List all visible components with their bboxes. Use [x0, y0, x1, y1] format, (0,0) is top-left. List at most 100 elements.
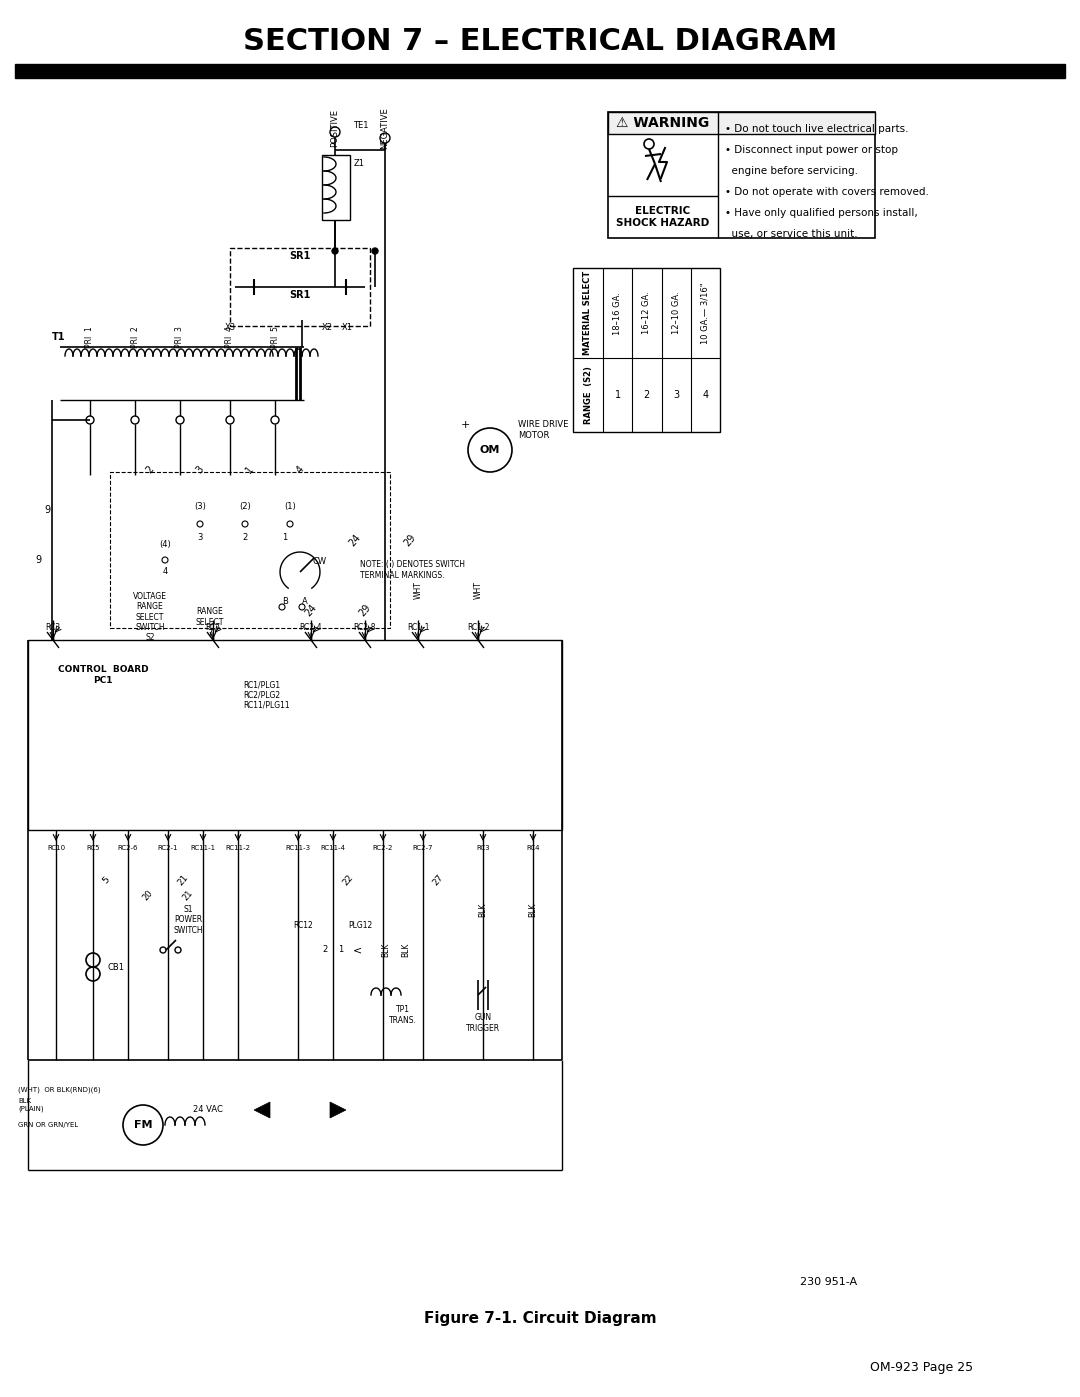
- Text: 5: 5: [102, 875, 111, 886]
- Text: 16–12 GA.: 16–12 GA.: [643, 292, 651, 334]
- Text: NEGATIVE: NEGATIVE: [380, 108, 390, 149]
- Text: • Have only qualified persons install,: • Have only qualified persons install,: [725, 208, 918, 218]
- Text: • Do not operate with covers removed.: • Do not operate with covers removed.: [725, 187, 929, 197]
- Text: 24: 24: [347, 532, 363, 548]
- Text: X1: X1: [341, 324, 352, 332]
- Text: WHT: WHT: [473, 581, 483, 599]
- Text: Z1: Z1: [354, 158, 365, 168]
- Text: <: <: [353, 944, 363, 956]
- Text: 29: 29: [402, 532, 418, 548]
- Text: CW: CW: [313, 557, 327, 567]
- Text: 9: 9: [35, 555, 41, 564]
- Bar: [608, 112, 875, 237]
- Text: RC2-8: RC2-8: [354, 623, 376, 633]
- Text: RC1/PLG1
RC2/PLG2
RC11/PLG11: RC1/PLG1 RC2/PLG2 RC11/PLG11: [243, 680, 289, 710]
- Text: BLK
(PLAIN): BLK (PLAIN): [18, 1098, 43, 1112]
- Text: 24: 24: [303, 602, 319, 617]
- Text: 9: 9: [44, 504, 50, 515]
- Text: 2: 2: [242, 532, 247, 542]
- Text: 2: 2: [144, 464, 156, 475]
- Text: 27: 27: [431, 873, 445, 887]
- Text: RC11-3: RC11-3: [285, 845, 311, 851]
- Text: 3: 3: [194, 464, 206, 475]
- Text: GUN
TRIGGER: GUN TRIGGER: [465, 1013, 500, 1032]
- Text: engine before servicing.: engine before servicing.: [725, 166, 858, 176]
- Text: RC2-4: RC2-4: [299, 623, 322, 633]
- Text: WIRE DRIVE
MOTOR: WIRE DRIVE MOTOR: [518, 420, 568, 440]
- Text: 3: 3: [198, 532, 203, 542]
- Bar: [230, 249, 370, 326]
- Text: • Disconnect input power or stop: • Disconnect input power or stop: [725, 145, 897, 155]
- Text: PRI  4: PRI 4: [226, 326, 234, 348]
- Text: S1
POWER
SWITCH: S1 POWER SWITCH: [173, 905, 203, 935]
- Text: 1: 1: [244, 464, 256, 475]
- Text: Figure 7-1. Circuit Diagram: Figure 7-1. Circuit Diagram: [423, 1310, 657, 1326]
- Text: 12–10 GA.: 12–10 GA.: [672, 292, 680, 334]
- Text: 10 GA.— 3/16": 10 GA.— 3/16": [701, 282, 710, 344]
- Text: RC2-7: RC2-7: [413, 845, 433, 851]
- Text: ELECTRIC
SHOCK HAZARD: ELECTRIC SHOCK HAZARD: [617, 207, 710, 228]
- Text: 4: 4: [294, 464, 306, 475]
- Text: ⚠ WARNING: ⚠ WARNING: [617, 116, 710, 130]
- Text: BLK: BLK: [478, 902, 487, 918]
- Text: 7: 7: [207, 629, 213, 637]
- Text: 20: 20: [141, 888, 154, 902]
- Text: GRN OR GRN/YEL: GRN OR GRN/YEL: [18, 1122, 78, 1127]
- Text: BLK: BLK: [528, 902, 538, 918]
- Text: • Do not touch live electrical parts.: • Do not touch live electrical parts.: [725, 124, 908, 134]
- Text: PLG12: PLG12: [348, 921, 373, 929]
- Text: RC3: RC3: [45, 623, 60, 633]
- Text: 2: 2: [644, 390, 650, 400]
- Text: 2: 2: [322, 946, 327, 954]
- Text: RANGE  (S2): RANGE (S2): [583, 366, 593, 425]
- Text: RC2-2: RC2-2: [373, 845, 393, 851]
- Text: 21: 21: [176, 873, 190, 887]
- Bar: [110, 472, 390, 629]
- Text: RC4: RC4: [526, 845, 540, 851]
- Bar: [322, 155, 350, 219]
- Text: SECTION 7 – ELECTRICAL DIAGRAM: SECTION 7 – ELECTRICAL DIAGRAM: [243, 28, 837, 56]
- Text: VOLTAGE
RANGE
SELECT
SWITCH
S2: VOLTAGE RANGE SELECT SWITCH S2: [133, 592, 167, 643]
- Text: FM: FM: [134, 1120, 152, 1130]
- Text: CONTROL  BOARD
PC1: CONTROL BOARD PC1: [57, 665, 148, 685]
- Text: (1): (1): [284, 503, 296, 511]
- Text: WHT: WHT: [414, 581, 422, 599]
- Text: T1: T1: [52, 332, 66, 342]
- Text: use, or service this unit.: use, or service this unit.: [725, 229, 858, 239]
- Text: 24 VAC: 24 VAC: [193, 1105, 222, 1115]
- Text: A: A: [302, 598, 308, 606]
- Text: OM-923 Page 25: OM-923 Page 25: [870, 1362, 973, 1375]
- Polygon shape: [254, 1102, 270, 1118]
- Circle shape: [332, 249, 338, 254]
- Text: RC11-2: RC11-2: [226, 845, 251, 851]
- Text: RANGE
SELECT: RANGE SELECT: [195, 608, 225, 627]
- Text: 21: 21: [181, 888, 194, 902]
- Text: TP1
TRANS.: TP1 TRANS.: [389, 1006, 417, 1025]
- Text: RC2-6: RC2-6: [118, 845, 138, 851]
- Text: (3): (3): [194, 503, 206, 511]
- Bar: [608, 112, 875, 134]
- Text: BLK: BLK: [381, 943, 391, 957]
- Text: PRI  1: PRI 1: [85, 326, 95, 348]
- Text: 1: 1: [338, 946, 343, 954]
- Text: RC2-1: RC2-1: [158, 845, 178, 851]
- Text: RC1-1: RC1-1: [407, 623, 429, 633]
- Text: BLK: BLK: [402, 943, 410, 957]
- Circle shape: [372, 249, 378, 254]
- Polygon shape: [330, 1102, 346, 1118]
- Text: (2): (2): [239, 503, 251, 511]
- Text: 3: 3: [673, 390, 679, 400]
- Text: X3: X3: [225, 324, 235, 332]
- Text: 22: 22: [341, 873, 355, 887]
- Text: 1: 1: [615, 390, 621, 400]
- Text: PRI  5: PRI 5: [270, 326, 280, 348]
- Text: +: +: [460, 420, 470, 430]
- Text: RC1-2: RC1-2: [467, 623, 489, 633]
- Text: POSITIVE: POSITIVE: [330, 109, 339, 147]
- Text: 1: 1: [282, 532, 287, 542]
- Text: PRI  2: PRI 2: [131, 326, 139, 348]
- Text: TE1: TE1: [353, 120, 368, 130]
- Bar: [573, 268, 720, 432]
- Text: SR1: SR1: [289, 291, 311, 300]
- Text: 4: 4: [162, 567, 167, 577]
